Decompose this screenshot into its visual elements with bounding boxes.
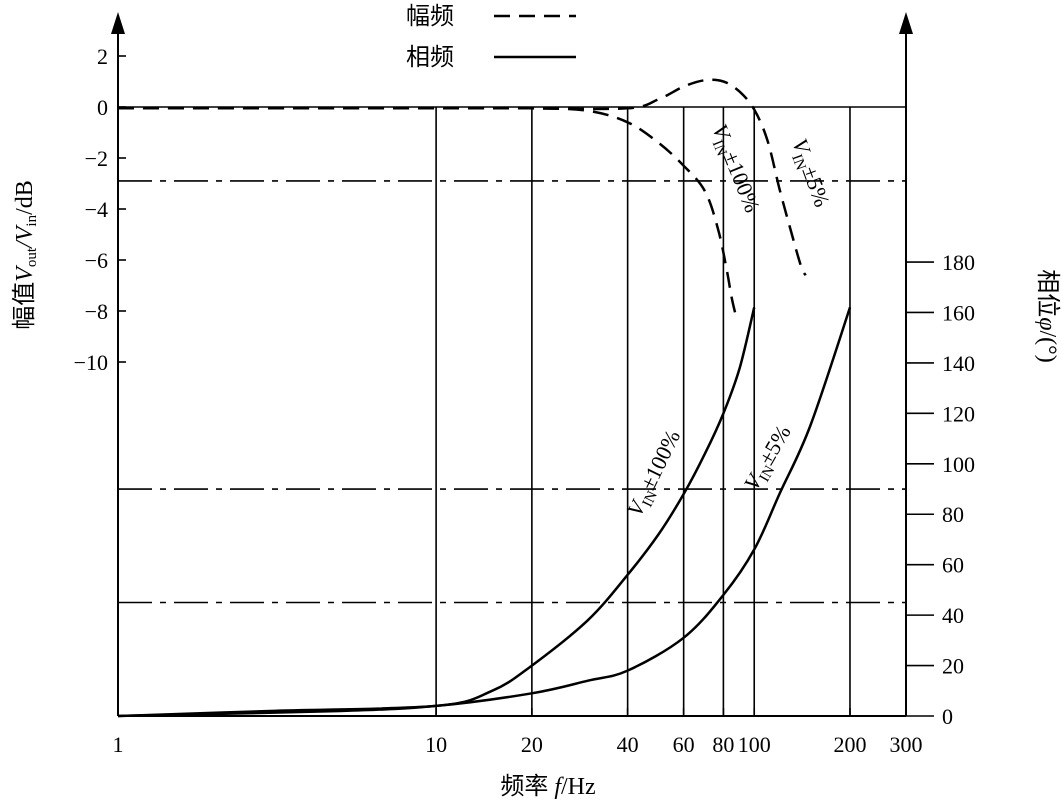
x-tick-label-80: 80 [712, 732, 734, 757]
curve-phase_5 [117, 307, 852, 718]
x-tick-label-10: 10 [425, 732, 447, 757]
curve-label-mag_100: VIN±100% [704, 121, 766, 218]
right-tick-label-160: 160 [942, 300, 975, 325]
curve-mag_5 [117, 78, 807, 276]
x-tick-label-300: 300 [890, 732, 923, 757]
axes [111, 12, 913, 717]
legend-label-amplitude: 幅频 [406, 3, 454, 30]
right-tick-label-40: 40 [942, 603, 964, 628]
curve-label-mag_5: VIN±5% [784, 135, 835, 211]
right-tick-label-0: 0 [942, 704, 953, 729]
right-tick-label-180: 180 [942, 250, 975, 275]
gridlines [118, 106, 906, 716]
x-tick-label-20: 20 [521, 732, 543, 757]
curve-label-phase_5: VIN±5% [739, 421, 799, 497]
x-tick-label-100: 100 [738, 732, 771, 757]
left-axis-arrow [111, 12, 125, 34]
right-tick-label-80: 80 [942, 502, 964, 527]
legend: 幅频 相频 [406, 3, 576, 71]
ticks: 1 10 20 40 60 80 100 200 30020−2−4−6−8−100204060… [74, 44, 975, 757]
right-tick-label-100: 100 [942, 452, 975, 477]
curve-mag_100 [117, 106, 738, 319]
right-axis-title: 相位φ/(°) [1034, 269, 1061, 363]
x-tick-label-60: 60 [673, 732, 695, 757]
right-tick-label-140: 140 [942, 351, 975, 376]
right-axis-arrow [899, 12, 913, 34]
right-tick-label-120: 120 [942, 401, 975, 426]
left-tick-label-0: 2 [97, 44, 108, 69]
right-tick-label-20: 20 [942, 654, 964, 679]
x-tick-label-200: 200 [833, 732, 866, 757]
left-tick-label-3: −4 [85, 197, 108, 222]
left-tick-label-6: −10 [74, 350, 108, 375]
left-tick-label-1: 0 [97, 95, 108, 120]
x-tick-label-40: 40 [617, 732, 639, 757]
curve-phase_100 [117, 307, 756, 718]
curves [117, 78, 852, 718]
legend-label-phase: 相频 [406, 44, 454, 71]
left-tick-label-5: −8 [85, 299, 108, 324]
curve-label-phase_100: VIN±100% [622, 426, 689, 522]
x-axis-title: 频率 f/Hz [500, 773, 595, 800]
left-axis-title: 幅值Vout/Vin/dB [11, 180, 40, 330]
left-tick-label-4: −6 [85, 248, 108, 273]
left-tick-label-2: −2 [85, 146, 108, 171]
right-tick-label-60: 60 [942, 553, 964, 578]
x-tick-label-1: 1 [113, 732, 124, 757]
